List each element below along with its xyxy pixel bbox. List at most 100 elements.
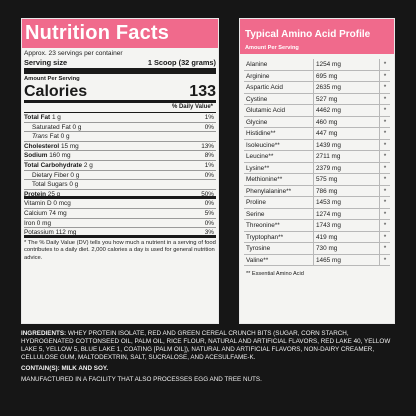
nutrient-dv: 0% [204,123,214,131]
amino-name: Aspartic Acid [244,82,314,93]
facility-note: MANUFACTURED IN A FACILITY THAT ALSO PRO… [21,376,262,384]
essential-amino-note: ** Essential Amino Acid [246,271,304,277]
amino-value: 2711 mg [314,151,380,162]
nutrient-amount: 112 mg [55,229,77,237]
nutrient-dv: 3% [204,229,214,237]
amino-row: Valine** 1465 mg * [244,254,390,266]
amino-row: Methionine** 575 mg * [244,174,390,186]
amino-row: Serine 1274 mg * [244,208,390,220]
amino-value: 695 mg [314,70,380,81]
ingredients-paragraph: INGREDIENTS: WHEY PROTEIN ISOLATE, RED A… [21,330,395,362]
serving-size-value: 1 Scoop (32 grams) [147,58,216,67]
amino-name: Tryptophan** [244,231,314,242]
amino-mark: * [383,222,387,229]
amino-row: Cystine 527 mg * [244,93,390,105]
nutrient-row-calcium: Calcium 74 mg 5% [24,209,216,219]
ingredients-text: WHEY PROTEIN ISOLATE, RED AND GREEN CERE… [21,330,391,362]
amino-mark: * [383,199,387,206]
amino-row: Arginine 695 mg * [244,70,390,82]
amino-name: Leucine** [244,151,314,162]
calories-value: 133 [189,83,216,100]
nutrient-amount: 0 g [72,123,82,131]
amino-mark: * [383,72,387,80]
nutrient-label: Total Sugars [32,181,68,189]
nutrient-amount: 74 mg [48,209,67,217]
amino-subtitle: Amount Per Serving [240,43,394,54]
nutrient-amount: 15 mg [60,142,79,150]
amino-value: 4462 mg [314,105,380,116]
amino-row: Proline 1453 mg * [244,197,390,209]
nutrient-row-total-fat: Total Fat 1 g 1% [24,113,216,123]
amino-mark: * [383,164,387,172]
nutrient-label: Sodium [24,152,48,160]
nutrient-dv: 8% [204,152,214,160]
amino-table: Alanine 1254 mg * Arginine 695 mg * Aspartic A… [244,59,390,266]
amino-name: Glutamic Acid [244,105,314,116]
nutrient-amount: 0 mg [36,219,52,227]
amino-mark: * [383,187,387,195]
amino-value: 575 mg [314,174,380,185]
amino-mark: * [383,84,387,91]
amino-value: 2635 mg [314,82,380,93]
nutrient-label: Dietary Fiber [32,171,69,179]
amino-name: Cystine [244,93,314,104]
amino-row: Glutamic Acid 4462 mg * [244,105,390,117]
amino-name: Serine [244,208,314,219]
daily-value-footnote: * The % Daily Value (DV) tells you how m… [24,239,216,261]
serving-size-row: Serving size 1 Scoop (32 grams) [24,58,216,74]
amino-name: Histidine** [244,128,314,139]
nutrient-label: Total Carbohydrate [24,161,83,169]
amino-mark: * [383,95,387,103]
amino-value: 527 mg [314,93,380,104]
nutrient-dv: 50% [201,190,214,198]
nutrient-row-trans-fat: Trans Fat 0 g [24,132,216,142]
nutrient-row-vitamin-d: Vitamin D 0 mcg 0% [24,199,216,209]
amino-value: 1439 mg [314,139,380,150]
nutrient-row-iron: Iron 0 mg 0% [24,219,216,229]
amino-name: Glycine [244,116,314,127]
nutrient-amount: 25 g [47,190,61,198]
amino-row: Tryptophan** 419 mg * [244,231,390,243]
nutrient-amount: 0 g [60,133,70,141]
calories-row: Calories 133 [24,83,216,103]
nutrient-dv: 0% [204,171,214,179]
nutrient-amount: 1 g [51,114,61,121]
nutrient-dv: 1% [204,114,214,121]
nutrient-row-total-sugars: Total Sugars 0 g [24,180,216,190]
amino-mark: * [383,233,387,241]
amino-name: Alanine [244,59,314,70]
nutrient-row-cholesterol: Cholesterol 15 mg 13% [24,142,216,152]
nutrient-dv: 0% [204,200,214,208]
amino-value: 1274 mg [314,208,380,219]
amino-mark: * [383,130,387,137]
nutrient-row-dietary-fiber: Dietary Fiber 0 g 0% [24,171,216,181]
nutrient-label: Trans [32,133,48,141]
nutrient-label: Potassium [24,229,54,237]
amino-row: Aspartic Acid 2635 mg * [244,82,390,94]
nutrient-label: Cholesterol [24,142,60,150]
amino-mark: * [383,61,387,68]
amount-per-serving: Amount Per Serving [24,76,80,82]
nutrient-label: Protein [24,190,47,198]
nutrient-dv: 5% [204,209,214,217]
nutrition-title-bar: Nutrition Facts [22,19,218,48]
nutrient-label-suffix: Fat [49,133,59,141]
nutrient-dv: 13% [201,142,214,150]
amino-mark: * [383,245,387,252]
nutrient-amount: 0 mcg [53,200,71,208]
amino-row: Histidine** 447 mg * [244,128,390,140]
nutrient-amount: 160 mg [49,152,71,160]
amino-title: Typical Amino Acid Profile [245,28,371,40]
amino-row: Isoleucine** 1439 mg * [244,139,390,151]
nutrient-dv: 0% [204,219,214,227]
nutrition-facts-panel: Nutrition Facts Approx. 23 servings per … [21,18,219,324]
nutrient-label: Calcium [24,209,48,217]
amino-row: Glycine 460 mg * [244,116,390,128]
amino-name: Phenylalanine** [244,185,314,196]
amino-value: 786 mg [314,185,380,196]
amino-acid-panel: Typical Amino Acid Profile Amount Per Se… [239,18,395,324]
amino-value: 460 mg [314,116,380,127]
serving-size-label: Serving size [24,58,68,67]
servings-per-container: Approx. 23 servings per container [24,50,123,57]
amino-value: 1465 mg [314,254,380,265]
